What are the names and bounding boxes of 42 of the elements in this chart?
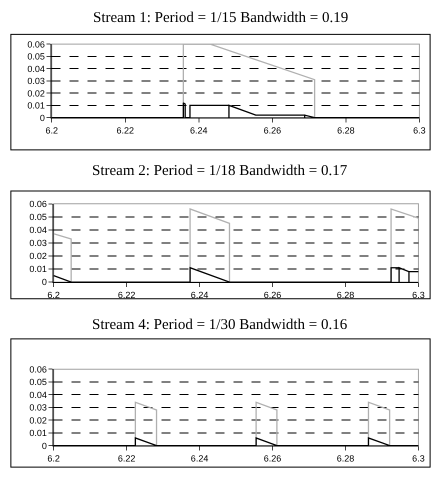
x-tick-label: 6.24 [190,290,208,300]
x-tick-label: 6.28 [337,125,355,136]
x-tick-label: 6.2 [47,290,60,300]
y-tick-label: 0 [42,277,47,288]
y-tick-label: 0.02 [29,415,47,426]
chart-title: Stream 4: Period = 1/30 Bandwidth = 0.16 [92,317,348,333]
y-tick-label: 0.03 [29,402,47,413]
x-tick-label: 6.28 [336,290,354,300]
x-tick-label: 6.24 [190,453,208,464]
x-tick-label: 6.2 [47,453,60,464]
y-tick-label: 0.05 [27,52,45,62]
y-tick-label: 0.01 [27,100,45,111]
chart-title: Stream 2: Period = 1/18 Bandwidth = 0.17 [92,163,348,179]
y-tick-label: 0.03 [29,238,47,248]
y-tick-label: 0.02 [27,88,45,98]
x-tick-label: 6.3 [412,290,425,300]
x-tick-label: 6.22 [118,453,136,464]
y-tick-label: 0.06 [29,198,47,209]
y-tick-label: 0.04 [29,225,47,236]
y-tick-label: 0.01 [29,264,47,274]
x-tick-label: 6.26 [264,125,282,136]
y-tick-label: 0 [40,112,45,123]
y-tick-label: 0.05 [29,212,47,222]
y-tick-label: 0.04 [27,64,45,74]
y-tick-label: 0.04 [29,390,47,400]
chart-title: Stream 1: Period = 1/15 Bandwidth = 0.19 [93,10,348,26]
y-tick-label: 0.03 [27,76,45,86]
y-tick-label: 0.06 [29,364,47,374]
x-tick-label: 6.26 [264,290,282,300]
x-tick-label: 6.22 [118,290,136,300]
x-tick-label: 6.3 [412,453,425,464]
y-tick-label: 0.02 [29,251,47,262]
y-tick-label: 0.05 [29,377,47,388]
x-tick-label: 6.2 [45,125,58,136]
x-tick-label: 6.22 [116,125,134,136]
y-tick-label: 0 [42,440,47,451]
y-tick-label: 0.01 [29,428,47,438]
x-tick-label: 6.26 [264,453,282,464]
x-tick-label: 6.24 [190,125,208,136]
y-tick-label: 0.06 [27,39,45,50]
x-tick-label: 6.28 [336,453,354,464]
x-tick-label: 6.3 [413,125,426,136]
